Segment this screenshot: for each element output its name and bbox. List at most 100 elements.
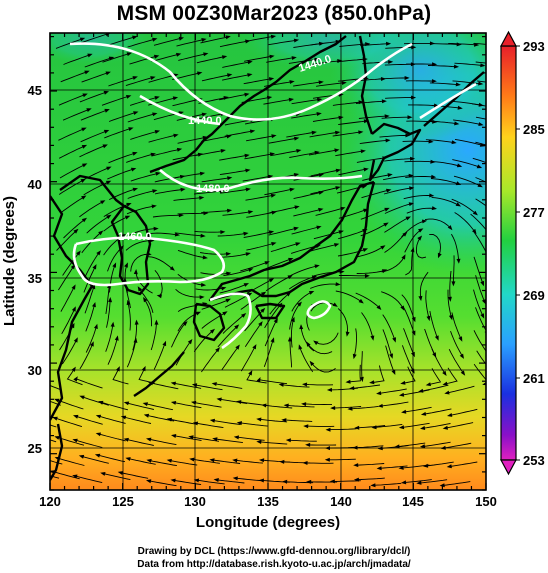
streamline-arrowhead: [233, 435, 239, 440]
streamline-arrowhead: [226, 271, 232, 276]
streamline-arrowhead: [241, 313, 247, 318]
streamline: [57, 457, 85, 466]
streamline: [291, 226, 319, 235]
streamline-arrowhead: [416, 480, 422, 485]
streamline: [355, 292, 380, 309]
geopotential-contours: [69, 42, 477, 350]
streamline: [427, 65, 457, 68]
streamline: [429, 311, 438, 339]
streamline: [259, 418, 288, 423]
streamline: [378, 77, 407, 80]
colorbar-label: 285: [523, 122, 545, 137]
streamline: [415, 237, 427, 259]
streamline: [148, 74, 176, 83]
streamline: [60, 286, 75, 312]
grid-lines: [50, 33, 486, 490]
x-tick-label: 120: [39, 494, 61, 509]
streamline: [221, 74, 250, 81]
streamline: [80, 130, 107, 143]
streamline: [108, 76, 136, 87]
streamline: [442, 481, 471, 486]
streamline-arrowhead: [334, 148, 340, 153]
streamline-arrowhead: [73, 228, 79, 234]
streamline-arrowhead: [180, 187, 186, 192]
streamline: [196, 56, 225, 64]
streamline-arrowhead: [423, 463, 429, 468]
streamline-arrowhead: [394, 444, 400, 449]
streamline: [403, 328, 415, 355]
streamline-arrowhead: [200, 233, 206, 238]
streamline-arrowhead: [376, 305, 382, 310]
streamline-arrowhead: [490, 370, 495, 375]
streamline: [224, 130, 253, 137]
streamline: [84, 252, 100, 278]
streamline-arrowhead: [302, 461, 308, 465]
streamline-arrowhead: [222, 311, 228, 316]
coastline-russia-east: [149, 35, 347, 174]
streamline: [428, 368, 442, 386]
streamline-arrowhead: [227, 73, 233, 78]
streamline-arrowhead: [391, 369, 396, 375]
streamline: [98, 415, 126, 424]
streamline-arrowhead: [94, 453, 101, 458]
streamline: [201, 177, 230, 183]
streamline: [360, 43, 389, 47]
streamline-arrowhead: [100, 472, 106, 476]
streamline-arrowhead: [279, 459, 285, 464]
streamline: [383, 175, 411, 181]
streamline-arrowhead: [103, 90, 109, 95]
streamline-arrowhead: [305, 442, 311, 447]
streamline-arrowhead: [225, 252, 231, 256]
streamline-arrowhead: [114, 335, 119, 341]
streamline-arrowhead: [439, 483, 445, 488]
streamline: [125, 240, 152, 251]
streamline: [219, 93, 247, 101]
streamline: [266, 57, 294, 63]
streamline: [332, 101, 361, 106]
streamline: [201, 135, 229, 142]
streamline: [194, 384, 223, 391]
streamline-arrowhead: [428, 139, 434, 144]
streamline: [75, 415, 103, 425]
streamline: [192, 458, 220, 464]
streamline-arrowhead: [269, 54, 275, 59]
streamline: [127, 302, 131, 331]
streamline: [243, 78, 272, 85]
streamline-arrowhead: [187, 339, 193, 345]
streamline: [270, 150, 299, 157]
streamline-arrowhead: [296, 149, 302, 153]
streamline: [401, 345, 414, 372]
streamline-arrowhead: [345, 331, 350, 337]
streamline: [106, 299, 111, 328]
streamline-arrowhead: [243, 231, 249, 236]
map-title: MSM 00Z30Mar2023 (850.0hPa): [116, 2, 432, 25]
streamline-arrowhead: [293, 173, 300, 177]
streamline-arrowhead: [153, 226, 159, 231]
streamline-arrowhead: [78, 454, 85, 459]
streamline-arrowhead: [335, 282, 341, 287]
streamline-arrowhead: [381, 99, 387, 104]
streamline-arrowhead: [178, 36, 184, 41]
streamline: [315, 332, 339, 345]
streamline: [309, 131, 338, 138]
streamline-arrowhead: [419, 444, 426, 449]
streamline: [451, 312, 462, 340]
streamline-arrowhead: [84, 70, 90, 75]
streamline-arrowhead: [152, 189, 158, 194]
streamline-arrowhead: [132, 151, 138, 156]
streamline-arrowhead: [98, 400, 104, 405]
streamline-arrowhead: [360, 149, 366, 154]
streamline: [373, 482, 402, 486]
streamline-arrowhead: [150, 76, 156, 80]
streamline-arrowhead: [288, 97, 294, 102]
streamline: [79, 343, 94, 370]
streamline-arrowhead: [377, 403, 383, 408]
streamline-arrowhead: [480, 63, 486, 68]
y-axis-label: Latitude (degrees): [1, 196, 18, 326]
streamline-arrowhead: [409, 186, 415, 191]
streamline-arrowhead: [448, 314, 453, 321]
streamline: [170, 322, 186, 348]
coastline-china-east: [50, 195, 94, 421]
streamline: [335, 290, 362, 303]
streamline-arrowhead: [298, 344, 303, 350]
